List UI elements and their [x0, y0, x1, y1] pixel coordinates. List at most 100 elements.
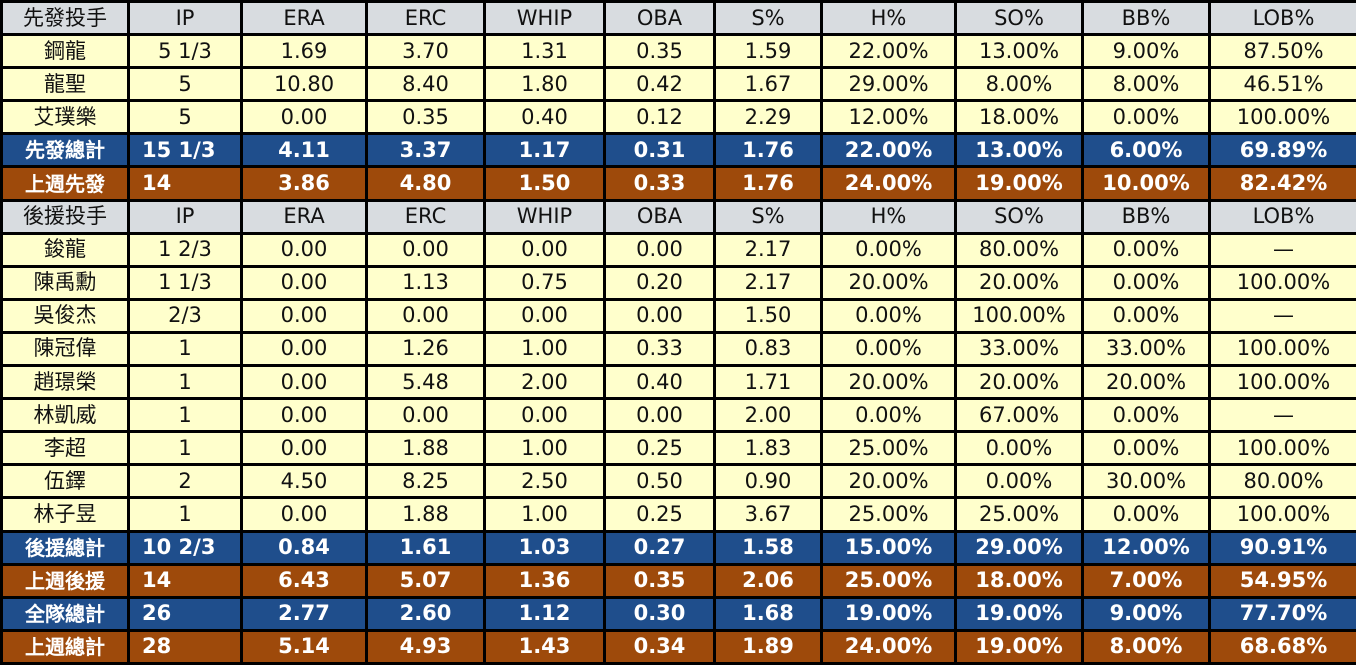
cell-oba: 0.00 — [606, 234, 713, 265]
cell-so-pct: 100.00% — [957, 300, 1081, 331]
pitcher-row: 龍聖 5 10.80 8.40 1.80 0.42 1.67 29.00% 8.00% 8.00%… — [3, 69, 1356, 100]
row-label: 陳禹勳 — [3, 267, 127, 298]
cell-whip: 0.40 — [486, 102, 603, 133]
pitcher-row: 伍鐸 2 4.50 8.25 2.50 0.50 0.90 20.00% 0.00% 30.00%… — [3, 466, 1356, 497]
cell-ip: 1 — [130, 367, 240, 398]
cell-s-pct: 0.90 — [716, 466, 820, 497]
row-label: 趙璟榮 — [3, 367, 127, 398]
cell-s-pct: 1.68 — [716, 598, 820, 629]
cell-oba: 0.33 — [606, 168, 713, 199]
cell-lob-pct: 82.42% — [1211, 168, 1356, 199]
cell-oba: 0.30 — [606, 598, 713, 629]
row-label: 龍聖 — [3, 69, 127, 100]
cell-whip: 1.00 — [486, 433, 603, 464]
cell-ip: 15 1/3 — [130, 135, 240, 166]
pitcher-row: 李超 1 0.00 1.88 1.00 0.25 1.83 25.00% 0.00% 0.00% 1… — [3, 433, 1356, 464]
cell-oba: 0.40 — [606, 367, 713, 398]
last-week-row: 上週總計 28 5.14 4.93 1.43 0.34 1.89 24.00% 19.00% 8.… — [3, 631, 1356, 662]
cell-bb-pct: 9.00% — [1084, 36, 1208, 67]
cell-bb-pct: 10.00% — [1084, 168, 1208, 199]
cell-s-pct: 1.71 — [716, 367, 820, 398]
row-label: 林子昱 — [3, 499, 127, 530]
cell-whip: 0.00 — [486, 400, 603, 431]
cell-whip: 2.00 — [486, 367, 603, 398]
cell-era: 0.84 — [243, 532, 365, 563]
cell-era: 2.77 — [243, 598, 365, 629]
cell-so-pct: 20.00% — [957, 267, 1081, 298]
cell-whip: 0.75 — [486, 267, 603, 298]
cell-erc: 1.61 — [368, 532, 483, 563]
cell-s-pct: 1.89 — [716, 631, 820, 662]
cell-era: 4.11 — [243, 135, 365, 166]
cell-ip: 2/3 — [130, 300, 240, 331]
cell-h-pct: 0.00% — [823, 300, 954, 331]
cell-so-pct: 33.00% — [957, 333, 1081, 365]
row-label: 後援總計 — [3, 532, 127, 563]
cell-era: 4.50 — [243, 466, 365, 497]
pitcher-row: 趙璟榮 1 0.00 5.48 2.00 0.40 1.71 20.00% 20.00% 20.0… — [3, 367, 1356, 398]
cell-s-pct: 1.83 — [716, 433, 820, 464]
cell-so-pct: 13.00% — [957, 135, 1081, 166]
pitcher-row: 陳冠偉 1 0.00 1.26 1.00 0.33 0.83 0.00% 33.00% 33.00… — [3, 333, 1356, 365]
row-label: 伍鐸 — [3, 466, 127, 497]
cell-ip: 14 — [130, 565, 240, 596]
column-header-bb-pct: BB% — [1084, 3, 1208, 34]
cell-erc: 1.88 — [368, 499, 483, 530]
cell-whip: 1.00 — [486, 499, 603, 530]
cell-h-pct: 0.00% — [823, 234, 954, 265]
cell-s-pct: 3.67 — [716, 499, 820, 530]
cell-bb-pct: 0.00% — [1084, 234, 1208, 265]
cell-era: 1.69 — [243, 36, 365, 67]
cell-erc: 0.35 — [368, 102, 483, 133]
row-label: 陳冠偉 — [3, 333, 127, 365]
pitcher-row: 林凱威 1 0.00 0.00 0.00 0.00 2.00 0.00% 67.00% 0.00%… — [3, 400, 1356, 431]
cell-lob-pct: — — [1211, 400, 1356, 431]
cell-whip: 2.50 — [486, 466, 603, 497]
cell-lob-pct: 100.00% — [1211, 433, 1356, 464]
cell-era: 0.00 — [243, 333, 365, 365]
cell-erc: 0.00 — [368, 300, 483, 331]
cell-whip: 1.00 — [486, 333, 603, 365]
column-header-era: ERA — [243, 3, 365, 34]
cell-whip: 0.00 — [486, 234, 603, 265]
cell-ip: 1 — [130, 333, 240, 365]
cell-lob-pct: 100.00% — [1211, 333, 1356, 365]
cell-s-pct: 2.00 — [716, 400, 820, 431]
cell-bb-pct: 8.00% — [1084, 69, 1208, 100]
cell-oba: 0.34 — [606, 631, 713, 662]
cell-era: 0.00 — [243, 367, 365, 398]
column-header-erc: ERC — [368, 201, 483, 232]
cell-ip: 5 — [130, 69, 240, 100]
cell-lob-pct: 46.51% — [1211, 69, 1356, 100]
cell-erc: 4.93 — [368, 631, 483, 662]
column-header-so-pct: SO% — [957, 201, 1081, 232]
cell-bb-pct: 0.00% — [1084, 400, 1208, 431]
cell-lob-pct: — — [1211, 234, 1356, 265]
table-body: 先發投手 IP ERA ERC WHIP OBA S% H% SO% BB% LOB% 鋼龍 5 1/3… — [3, 3, 1356, 662]
cell-oba: 0.00 — [606, 400, 713, 431]
pitcher-row: 林子昱 1 0.00 1.88 1.00 0.25 3.67 25.00% 25.00% 0.00… — [3, 499, 1356, 530]
cell-so-pct: 0.00% — [957, 466, 1081, 497]
cell-lob-pct: — — [1211, 300, 1356, 331]
cell-s-pct: 1.50 — [716, 300, 820, 331]
cell-h-pct: 22.00% — [823, 135, 954, 166]
cell-era: 0.00 — [243, 400, 365, 431]
cell-bb-pct: 0.00% — [1084, 499, 1208, 530]
cell-bb-pct: 9.00% — [1084, 598, 1208, 629]
row-label: 林凱威 — [3, 400, 127, 431]
cell-lob-pct: 100.00% — [1211, 102, 1356, 133]
cell-oba: 0.31 — [606, 135, 713, 166]
cell-so-pct: 29.00% — [957, 532, 1081, 563]
cell-oba: 0.20 — [606, 267, 713, 298]
cell-ip: 10 2/3 — [130, 532, 240, 563]
cell-bb-pct: 6.00% — [1084, 135, 1208, 166]
last-week-row: 上週後援 14 6.43 5.07 1.36 0.35 2.06 25.00% 18.00% 7.… — [3, 565, 1356, 596]
row-label: 鋑龍 — [3, 234, 127, 265]
cell-h-pct: 20.00% — [823, 267, 954, 298]
cell-erc: 8.25 — [368, 466, 483, 497]
cell-h-pct: 0.00% — [823, 400, 954, 431]
cell-h-pct: 29.00% — [823, 69, 954, 100]
cell-bb-pct: 7.00% — [1084, 565, 1208, 596]
cell-oba: 0.25 — [606, 499, 713, 530]
cell-s-pct: 0.83 — [716, 333, 820, 365]
